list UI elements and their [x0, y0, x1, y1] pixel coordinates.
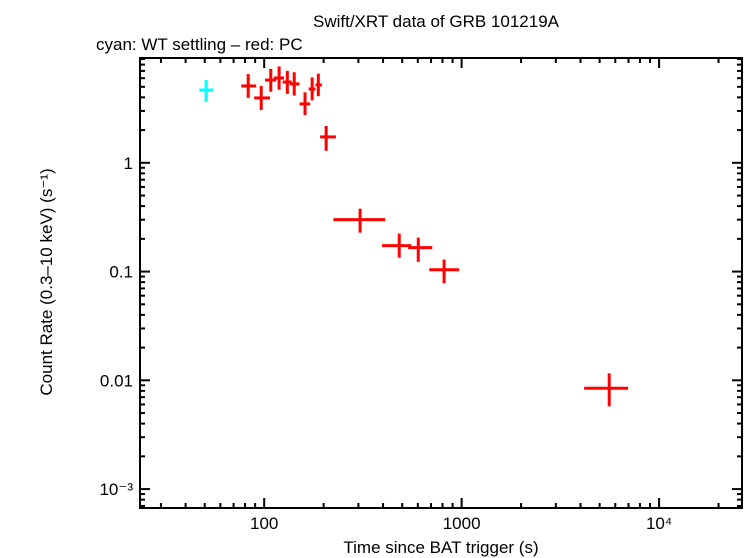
- y-tick-label: 0.1: [109, 263, 133, 282]
- data-point: [333, 208, 386, 233]
- data-point: [289, 72, 300, 96]
- data-point: [299, 92, 311, 116]
- data-point: [320, 126, 336, 151]
- y-tick-label: 1: [124, 154, 133, 173]
- plot-frame: [139, 57, 743, 509]
- chart-title: Swift/XRT data of GRB 101219A: [313, 12, 560, 31]
- x-tick-label: 100: [250, 514, 278, 533]
- x-tick-label: 1000: [443, 514, 481, 533]
- data-point: [308, 77, 316, 101]
- axes: 100 1000 10⁴ 1 0.1 0.01 10⁻³: [99, 58, 742, 533]
- series-0: [199, 80, 214, 102]
- data-point: [584, 373, 629, 407]
- chart-subtitle: cyan: WT settling – red: PC: [96, 35, 303, 54]
- x-tick-label: 10⁴: [646, 514, 672, 533]
- data-point: [408, 237, 433, 262]
- data-point: [381, 233, 412, 258]
- y-tick-label: 10⁻³: [99, 480, 133, 499]
- data-marks: [199, 66, 629, 407]
- data-point: [254, 85, 270, 110]
- data-point: [429, 259, 460, 284]
- x-axis-label: Time since BAT trigger (s): [343, 538, 538, 557]
- data-point: [273, 66, 285, 90]
- y-tick-label: 0.01: [100, 371, 133, 390]
- data-point: [315, 73, 322, 97]
- data-point: [265, 68, 277, 92]
- data-point: [282, 70, 292, 94]
- data-point: [199, 80, 214, 102]
- y-axis-label: Count Rate (0.3–10 keV) (s⁻¹): [37, 168, 56, 395]
- data-point: [241, 74, 257, 98]
- series-1: [241, 66, 629, 407]
